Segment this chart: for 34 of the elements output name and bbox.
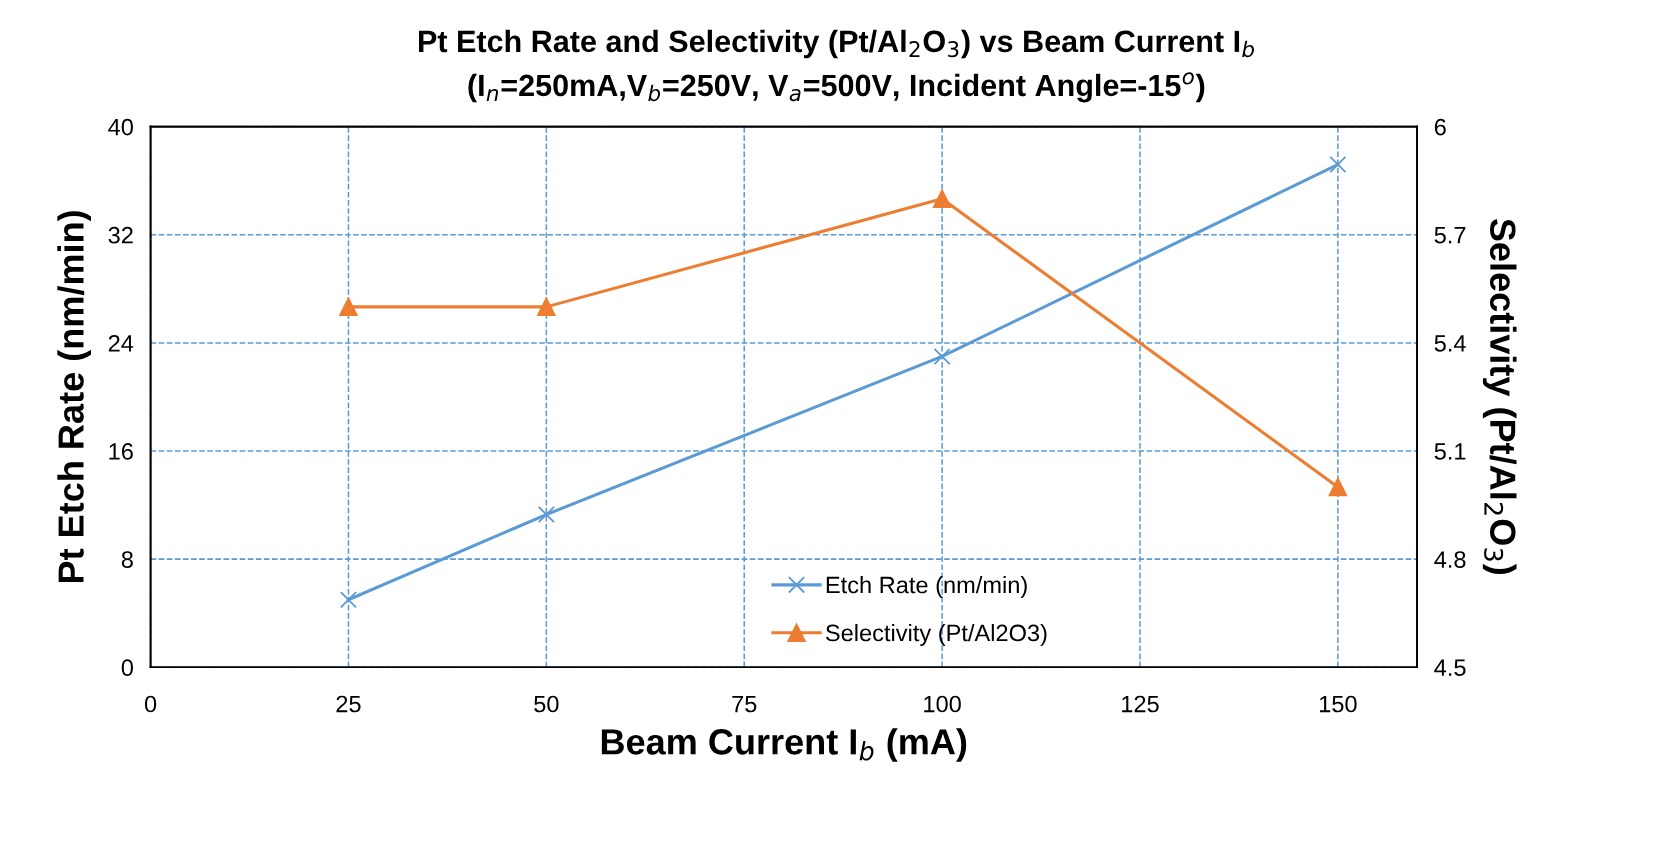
x-axis-title: Beam Current I$_{b}$ (mA): [601, 728, 967, 762]
y2-tick-label: 4.5: [1434, 659, 1466, 677]
legend-label: Etch Rate (nm/min): [826, 576, 1027, 599]
y2-tick-label: 6: [1434, 118, 1446, 136]
x-tick-label: 50: [534, 695, 559, 713]
chart-title: Pt Etch Rate and Selectivity (Pt/Al$_{2}$O$_{3}$) vs Beam Current I$_{b}$: [419, 29, 1254, 59]
point: [339, 591, 357, 609]
x-tick-label: 0: [144, 695, 157, 713]
y2-tick-label: 5.1: [1434, 443, 1466, 460]
point: [1328, 477, 1348, 497]
y-axis-title: Pt Etch Rate (nm/min): [57, 211, 91, 583]
y-tick-label: 24: [108, 334, 134, 352]
x-tick-label: 125: [1122, 695, 1159, 713]
y-tick-label: 0: [121, 659, 133, 677]
y-tick-label: 40: [108, 118, 133, 136]
point: [537, 297, 556, 317]
y2-tick-label: 4.8: [1434, 551, 1466, 568]
x-tick-label: 150: [1319, 695, 1357, 713]
y-tick-label: 8: [121, 551, 133, 568]
y-tick-label: 32: [108, 226, 133, 244]
x-tick-label: 100: [924, 695, 961, 713]
point: [537, 505, 555, 524]
y2-axis-title: Selectivity (Pt/Al$_{2}$O$_{3}$): [1482, 218, 1517, 574]
point: [1329, 155, 1347, 174]
x-tick-label: 75: [732, 695, 757, 713]
point: [339, 297, 358, 317]
point: [933, 347, 951, 365]
y2-tick-label: 5.7: [1434, 227, 1466, 244]
y2-tick-label: 5.4: [1434, 335, 1466, 352]
legend-label: Selectivity (Pt/Al2O3): [825, 623, 1047, 646]
x-tick-label: 25: [336, 695, 361, 713]
text: (I$_{n}$=250mA,V$_{b}$=250V, V$_{a}$=500V, Incident Angle=-15$^{o}$): [468, 72, 1205, 103]
point: [932, 189, 952, 208]
y-tick-label: 16: [109, 443, 133, 460]
